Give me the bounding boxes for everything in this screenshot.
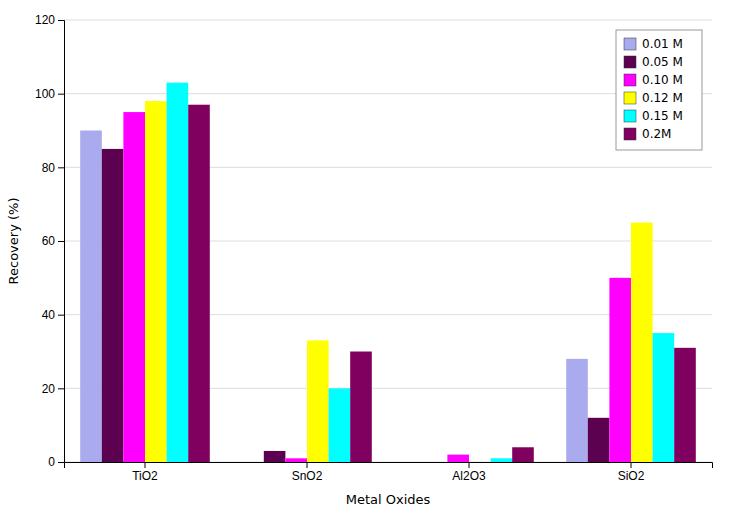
bar <box>102 149 124 462</box>
tick: 120 <box>35 13 64 27</box>
tick-label: SnO2 <box>292 469 323 483</box>
grid <box>64 20 712 462</box>
bar-series <box>145 101 653 462</box>
tick-label: 0 <box>48 455 55 469</box>
bar-series <box>188 105 696 462</box>
tick-label: 80 <box>42 161 56 175</box>
legend-item: 0.01 M <box>624 37 683 51</box>
bar <box>80 131 102 463</box>
legend-label: 0.15 M <box>642 109 683 123</box>
legend-swatch <box>624 56 636 68</box>
bar-series <box>167 83 675 462</box>
chart: 020406080100120TiO2SnO2Al2O3SiO20.01 M0.… <box>0 0 732 518</box>
bar <box>167 83 189 462</box>
legend-label: 0.05 M <box>642 55 683 69</box>
tick: 100 <box>35 87 64 101</box>
axis-line <box>65 463 713 469</box>
tick: 60 <box>42 234 64 248</box>
legend-label: 0.01 M <box>642 37 683 51</box>
tick: 80 <box>42 161 64 175</box>
tick: TiO2 <box>132 462 158 483</box>
tick-label: 120 <box>35 13 55 27</box>
bar <box>512 447 534 462</box>
tick-mark <box>58 388 64 389</box>
legend-swatch <box>624 128 636 140</box>
legend-item: 0.2M <box>624 127 671 141</box>
legend-swatch <box>624 38 636 50</box>
bar <box>491 458 513 462</box>
tick-mark <box>58 315 64 316</box>
tick-mark <box>58 20 64 21</box>
axis-line <box>58 21 65 463</box>
legend-item: 0.10 M <box>624 73 683 87</box>
bar <box>285 458 307 462</box>
legend-item: 0.15 M <box>624 109 683 123</box>
bar <box>469 462 491 463</box>
bar <box>631 223 653 462</box>
bar <box>566 359 588 462</box>
bar <box>674 348 696 462</box>
tick-label: SiO2 <box>618 469 645 483</box>
bar <box>609 278 631 462</box>
tick: SiO2 <box>618 462 645 483</box>
bar <box>350 352 372 463</box>
bars <box>80 83 696 462</box>
tick: Al2O3 <box>452 462 486 483</box>
tick: 20 <box>42 382 64 396</box>
legend-label: 0.10 M <box>642 73 683 87</box>
tick-label: 40 <box>42 308 56 322</box>
bar <box>447 455 469 462</box>
grid-line <box>64 93 712 94</box>
legend: 0.01 M 0.05 M 0.10 M 0.12 M 0.15 M 0.2M <box>616 30 702 150</box>
legend-box <box>616 30 702 150</box>
plot: 020406080100120TiO2SnO2Al2O3SiO20.01 M0.… <box>35 13 713 482</box>
legend-label: 0.12 M <box>642 91 683 105</box>
legend-label: 0.2M <box>642 127 671 141</box>
tick-mark <box>58 241 64 242</box>
bar <box>242 462 264 463</box>
bar <box>145 101 167 462</box>
legend-swatch <box>624 74 636 86</box>
x-axis: TiO2 SnO2 Al2O3 SiO2 <box>65 462 713 483</box>
bar <box>123 112 145 462</box>
bar <box>264 451 286 462</box>
tick-mark <box>469 462 470 468</box>
legend-item: 0.05 M <box>624 55 683 69</box>
tick-mark <box>58 462 64 463</box>
tick-label: Al2O3 <box>452 469 486 483</box>
tick: 0 <box>48 455 64 469</box>
tick-mark <box>307 462 308 468</box>
bar <box>588 418 610 462</box>
tick-label: 20 <box>42 382 56 396</box>
legend-item: 0.12 M <box>624 91 683 105</box>
legend-swatch <box>624 110 636 122</box>
tick: SnO2 <box>292 462 323 483</box>
bar <box>307 340 329 462</box>
tick-mark <box>145 462 146 468</box>
tick-mark <box>58 167 64 168</box>
bar <box>329 388 351 462</box>
bar <box>188 105 210 462</box>
bar <box>404 462 426 463</box>
tick-label: 60 <box>42 234 56 248</box>
tick: 40 <box>42 308 64 322</box>
y-axis-title: Recovery (%) <box>6 198 21 285</box>
y-axis: 0 20 40 60 80 100 120 <box>35 13 65 469</box>
legend-swatch <box>624 92 636 104</box>
x-axis-title: Metal Oxides <box>346 492 431 507</box>
tick-mark <box>631 462 632 468</box>
grid-line <box>64 20 712 21</box>
tick-label: TiO2 <box>132 469 158 483</box>
tick-label: 100 <box>35 87 55 101</box>
tick-mark <box>58 94 64 95</box>
bar <box>426 462 448 463</box>
bar <box>653 333 675 462</box>
